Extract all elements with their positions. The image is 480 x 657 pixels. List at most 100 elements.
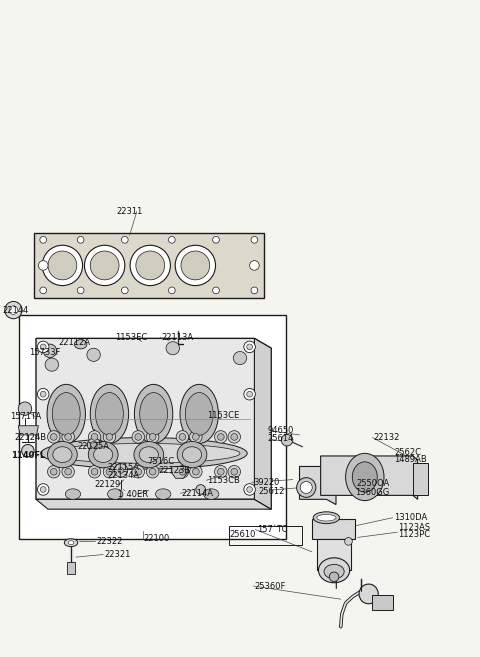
Ellipse shape (48, 443, 240, 463)
Circle shape (190, 431, 202, 443)
Circle shape (217, 434, 224, 440)
Ellipse shape (156, 489, 171, 499)
Circle shape (77, 287, 84, 294)
Polygon shape (36, 338, 271, 509)
Circle shape (176, 431, 189, 443)
Text: 7516C: 7516C (147, 457, 174, 466)
Bar (312, 519, 355, 539)
Text: 1489AB: 1489AB (394, 455, 426, 464)
Circle shape (244, 484, 255, 495)
Text: 1153EC: 1153EC (115, 333, 147, 342)
Text: 25612: 25612 (258, 487, 285, 496)
Text: 1140FL: 1140FL (11, 451, 45, 461)
Ellipse shape (233, 351, 247, 365)
Circle shape (146, 431, 159, 443)
Circle shape (228, 466, 240, 478)
Circle shape (215, 466, 227, 478)
Text: 25614: 25614 (268, 434, 294, 443)
Text: 22123B: 22123B (158, 466, 191, 475)
Circle shape (247, 392, 252, 397)
Ellipse shape (297, 478, 316, 497)
Circle shape (146, 466, 159, 478)
Bar (413, 463, 428, 495)
Circle shape (247, 487, 252, 492)
Circle shape (196, 485, 205, 494)
Circle shape (217, 468, 224, 475)
Circle shape (84, 245, 125, 286)
Ellipse shape (134, 442, 164, 468)
Circle shape (132, 466, 144, 478)
Circle shape (37, 484, 49, 495)
Circle shape (149, 468, 156, 475)
Circle shape (168, 237, 175, 243)
Text: 22115A: 22115A (108, 463, 140, 472)
Text: 94650: 94650 (268, 426, 294, 435)
Circle shape (247, 344, 252, 350)
Circle shape (179, 434, 186, 440)
Circle shape (65, 434, 72, 440)
Circle shape (136, 251, 165, 280)
Circle shape (90, 251, 119, 280)
Circle shape (38, 261, 48, 270)
Circle shape (18, 402, 32, 415)
Ellipse shape (318, 558, 349, 583)
Text: 22134A: 22134A (108, 471, 140, 480)
Circle shape (114, 464, 128, 477)
Ellipse shape (90, 384, 129, 443)
Circle shape (48, 251, 77, 280)
Circle shape (135, 468, 142, 475)
Text: 157`TC: 157`TC (257, 525, 288, 534)
Circle shape (50, 434, 57, 440)
Ellipse shape (94, 447, 113, 463)
Ellipse shape (166, 342, 180, 355)
Circle shape (135, 434, 142, 440)
Ellipse shape (41, 438, 247, 469)
Text: 1`40ER: 1`40ER (117, 489, 148, 499)
Text: 1571TA: 1571TA (11, 412, 42, 421)
Circle shape (231, 468, 238, 475)
Circle shape (40, 392, 46, 397)
Circle shape (244, 388, 255, 400)
Circle shape (40, 344, 46, 350)
Text: 22124B: 22124B (14, 433, 47, 442)
Circle shape (192, 468, 199, 475)
Circle shape (215, 431, 227, 443)
Text: 1153CE: 1153CE (207, 411, 240, 420)
Text: 22129: 22129 (94, 480, 120, 489)
Circle shape (281, 434, 293, 446)
Circle shape (48, 466, 60, 478)
Ellipse shape (134, 384, 173, 443)
Ellipse shape (180, 384, 218, 443)
Circle shape (91, 468, 98, 475)
Ellipse shape (313, 512, 340, 524)
Ellipse shape (87, 348, 100, 361)
Polygon shape (254, 338, 271, 509)
Ellipse shape (53, 447, 72, 463)
Text: 22112A: 22112A (59, 338, 91, 348)
Circle shape (121, 287, 128, 294)
Text: 1123PC: 1123PC (398, 530, 431, 539)
Bar (229, 526, 302, 545)
Ellipse shape (68, 541, 74, 545)
Ellipse shape (48, 442, 77, 468)
Text: 2562C: 2562C (395, 447, 421, 457)
Circle shape (118, 468, 124, 473)
Ellipse shape (177, 442, 207, 468)
Circle shape (5, 302, 22, 319)
Text: 22114A: 22114A (181, 489, 214, 498)
Circle shape (329, 572, 339, 581)
Circle shape (40, 237, 47, 243)
Ellipse shape (324, 564, 344, 579)
Text: 22321: 22321 (105, 550, 131, 559)
Circle shape (228, 431, 240, 443)
Text: 22113A: 22113A (161, 333, 193, 342)
Bar (317, 539, 351, 570)
Circle shape (181, 251, 210, 280)
Circle shape (179, 468, 186, 475)
Ellipse shape (204, 489, 219, 499)
Ellipse shape (108, 489, 123, 499)
Ellipse shape (88, 442, 118, 468)
Bar (372, 595, 393, 610)
Circle shape (149, 434, 156, 440)
Circle shape (103, 431, 116, 443)
